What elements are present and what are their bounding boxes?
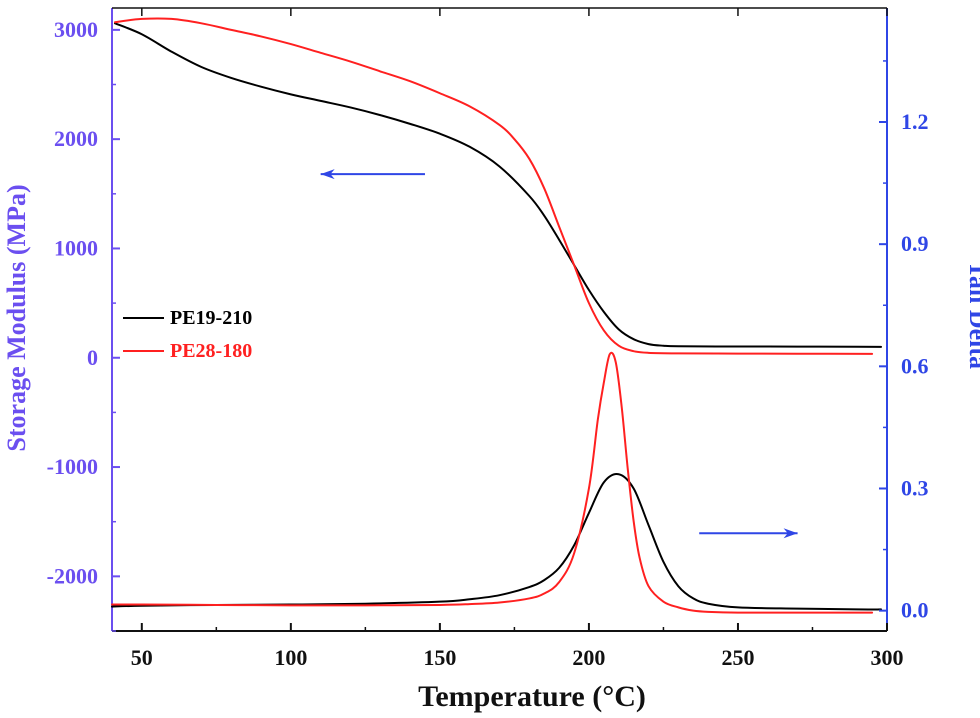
series-layer bbox=[111, 17, 883, 614]
legend: PE19-210 PE28-180 bbox=[123, 307, 252, 362]
arrows-layer bbox=[320, 169, 798, 539]
left-tick-label: 0 bbox=[87, 345, 98, 370]
x-tick-label: 100 bbox=[274, 645, 307, 670]
arrow-right bbox=[699, 528, 798, 539]
left-axis-title: Storage Modulus (MPa) bbox=[2, 184, 31, 451]
legend-item-pe19-210: PE19-210 bbox=[123, 307, 252, 329]
legend-item-pe28-180: PE28-180 bbox=[123, 340, 252, 362]
x-tick-label: 150 bbox=[423, 645, 456, 670]
left-tick-label: -2000 bbox=[47, 563, 98, 588]
right-axis-title: Tan Delta bbox=[964, 261, 980, 369]
right-tick-label: 1.2 bbox=[901, 109, 929, 134]
series-line-pe28-180-right bbox=[111, 351, 874, 614]
x-tick-label: 50 bbox=[131, 645, 153, 670]
axes-layer: 50 100 150 200 250 300 -2000 -1000 0 1000 2000 3000… bbox=[47, 8, 929, 670]
right-tick-label: 0.6 bbox=[901, 353, 929, 378]
legend-label: PE19-210 bbox=[170, 307, 252, 329]
x-tick-label: 200 bbox=[572, 645, 605, 670]
legend-label: PE28-180 bbox=[170, 340, 252, 362]
right-tick-label: 0.0 bbox=[901, 598, 929, 623]
series-line-pe19-210-left bbox=[113, 22, 883, 348]
right-tick-label: 0.9 bbox=[901, 231, 929, 256]
right-tick-label: 0.3 bbox=[901, 475, 929, 500]
x-tick-label: 300 bbox=[871, 645, 904, 670]
series-line-pe28-180-left bbox=[113, 17, 874, 355]
x-axis-title: Temperature (°C) bbox=[418, 680, 646, 713]
arrow-left bbox=[320, 169, 425, 180]
left-tick-label: 3000 bbox=[54, 17, 98, 42]
series-line-pe19-210-right bbox=[111, 473, 883, 611]
left-tick-label: 2000 bbox=[54, 126, 98, 151]
x-tick-label: 250 bbox=[721, 645, 754, 670]
left-tick-label: -1000 bbox=[47, 454, 98, 479]
plot-frame bbox=[111, 7, 888, 632]
left-tick-label: 1000 bbox=[54, 235, 98, 260]
